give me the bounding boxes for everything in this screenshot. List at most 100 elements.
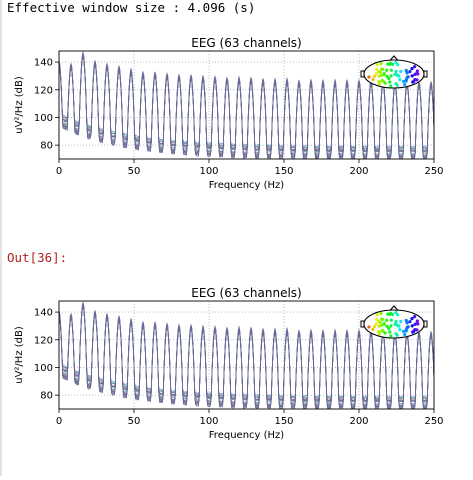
electrode-dot — [374, 322, 378, 326]
electrode-dot — [389, 61, 393, 65]
x-tick-label: 100 — [199, 416, 218, 427]
electrode-dot — [380, 328, 384, 332]
electrode-dot — [401, 329, 406, 333]
electrode-dot — [385, 74, 389, 78]
electrode-dot — [387, 326, 391, 331]
chart-title: EEG (63 channels) — [191, 286, 301, 300]
electrode-dot — [399, 319, 403, 324]
electrode-dot — [385, 318, 389, 322]
electrode-dot — [383, 81, 387, 85]
x-tick-label: 0 — [56, 416, 62, 427]
electrode-dot — [379, 61, 383, 66]
x-tick-label: 200 — [349, 416, 368, 427]
electrode-dot — [386, 312, 390, 316]
electrode-dot — [396, 313, 400, 317]
right-ear-shape — [423, 70, 428, 78]
x-tick-label: 100 — [199, 166, 218, 177]
electrode-dot — [403, 332, 407, 337]
y-tick-label: 140 — [34, 308, 53, 319]
electrode-dot — [413, 65, 417, 69]
electrode-dot — [389, 84, 393, 88]
electrode-dot — [394, 69, 398, 74]
electrode-dot — [413, 78, 417, 82]
electrode-dot — [377, 330, 381, 334]
electrode-dot — [367, 325, 371, 329]
sensor-topomap-inset — [360, 305, 428, 339]
out-prompt: Out[36]: — [7, 250, 68, 265]
electrode-dot — [389, 311, 393, 315]
electrode-dot — [371, 327, 375, 332]
electrode-dot — [367, 75, 371, 79]
electrode-dot — [389, 334, 393, 338]
y-tick-label: 120 — [34, 85, 53, 96]
y-tick-label: 80 — [40, 391, 53, 402]
electrode-dot — [394, 60, 398, 65]
x-tick-label: 200 — [349, 166, 368, 177]
electrode-dot — [375, 317, 379, 321]
electrode-dot — [377, 324, 381, 328]
x-axis-label: Frequency (Hz) — [209, 430, 285, 441]
electrode-dot — [389, 324, 393, 328]
electrode-dot — [382, 71, 386, 75]
y-tick-label: 120 — [34, 335, 53, 346]
electrode-dot — [394, 319, 398, 324]
x-tick-label: 50 — [128, 166, 141, 177]
electrode-dot — [375, 63, 379, 67]
left-ear-shape — [360, 70, 365, 78]
electrode-dot — [415, 321, 419, 325]
y-axis-label: uV²/Hz (dB) — [14, 326, 25, 384]
electrode-dot — [371, 77, 375, 82]
stdout-text: Effective window size : 4.096 (s) — [7, 0, 256, 15]
electrode-dot — [410, 317, 414, 321]
electrode-dot — [413, 328, 417, 332]
psd-figure-2: EEG (63 channels) 0 50 100 150 200 250 80 100 120… — [14, 286, 444, 441]
electrode-dot — [394, 82, 398, 86]
electrode-dot — [377, 74, 381, 78]
electrode-dot — [382, 321, 386, 325]
electrode-dot — [395, 323, 399, 327]
electrode-dot — [405, 71, 409, 75]
electrode-dot — [380, 78, 384, 82]
axes-frame — [58, 300, 435, 410]
electrode-dot — [404, 327, 408, 332]
axes-frame — [58, 50, 435, 160]
electrode-dot — [375, 313, 379, 317]
electrode-dot — [415, 71, 419, 75]
nose-shape — [389, 305, 399, 311]
electrode-dot — [377, 80, 381, 84]
electrode-dot — [401, 79, 406, 83]
electrode-dot — [374, 72, 378, 76]
electrode-dot — [398, 78, 402, 82]
electrode-dot — [378, 320, 382, 324]
electrode-dot — [386, 62, 390, 66]
electrode-dot — [399, 69, 403, 74]
electrode-dot — [408, 320, 412, 324]
electrode-dot — [394, 332, 398, 336]
electrode-dot — [396, 63, 400, 67]
electrode-dot — [403, 82, 407, 87]
electrode-dot — [388, 330, 392, 334]
electrode-dot — [389, 74, 393, 78]
electrode-dot — [410, 74, 414, 78]
y-tick-label: 100 — [34, 113, 53, 124]
electrode-dot — [383, 331, 387, 335]
x-tick-label: 250 — [424, 416, 443, 427]
electrode-dot — [381, 67, 385, 71]
electrode-dot — [408, 70, 412, 74]
electrode-dot — [389, 68, 393, 72]
electrode-dot — [395, 73, 399, 77]
electrode-dot — [404, 68, 408, 73]
electrode-dot — [394, 310, 398, 315]
x-tick-label: 150 — [274, 166, 293, 177]
electrode-dot — [389, 318, 393, 322]
electrode-dot — [388, 80, 392, 84]
electrode-dot — [373, 324, 377, 328]
y-axis-label: uV²/Hz (dB) — [14, 76, 25, 134]
x-tick-label: 250 — [424, 166, 443, 177]
electrode-dot — [378, 70, 382, 74]
sensor-topomap-inset — [360, 55, 428, 89]
electrode-dot — [379, 311, 383, 316]
electrode-dot — [410, 324, 414, 328]
x-tick-label: 150 — [274, 416, 293, 427]
electrode-dot — [404, 318, 408, 323]
